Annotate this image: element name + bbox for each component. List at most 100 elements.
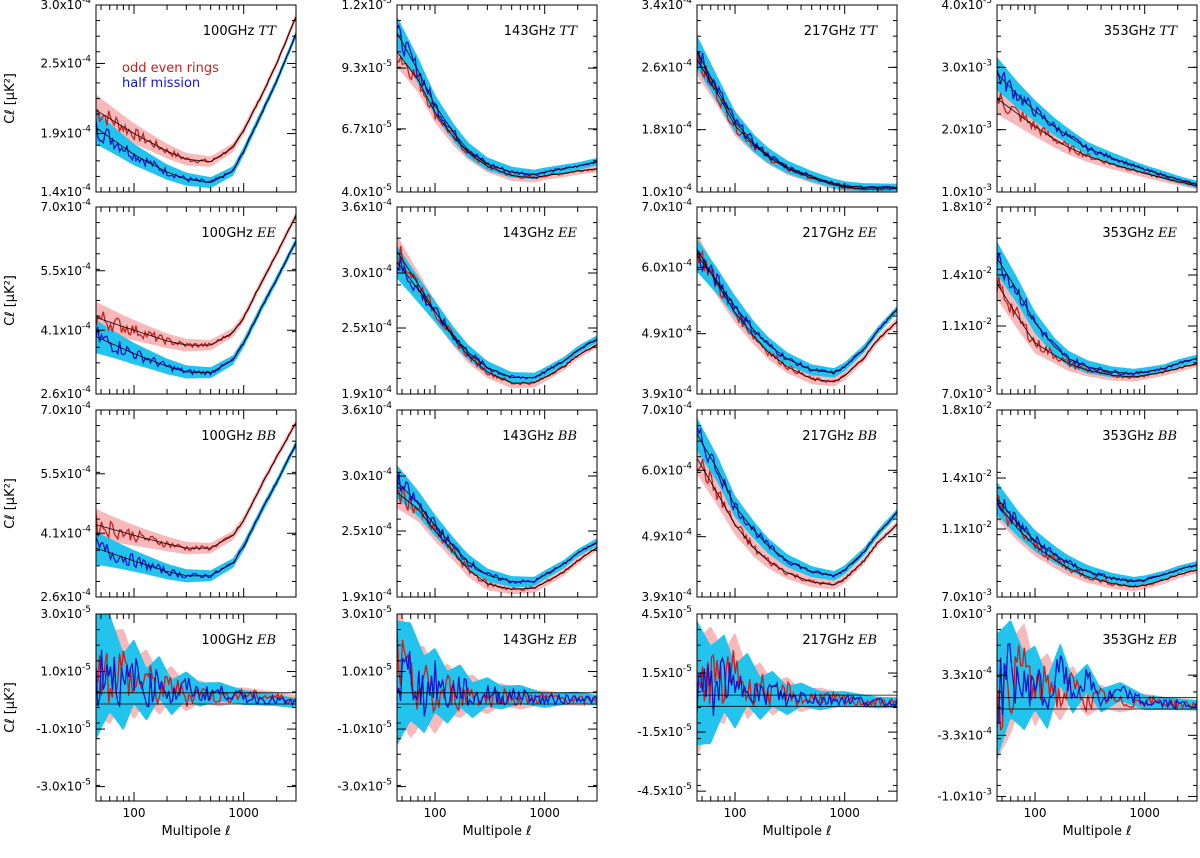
y-tick-label: -1.0x10-3	[937, 787, 992, 803]
legend-entry: odd even rings	[122, 61, 219, 76]
half-mission-line	[397, 472, 597, 584]
half-mission-line	[96, 33, 296, 183]
panel-title: 143GHz EE	[502, 226, 577, 241]
odd-even-band	[96, 212, 296, 352]
model-line-half-mission	[96, 443, 296, 577]
half-mission-band	[96, 237, 296, 379]
x-axis-label: Multipole ℓ	[1062, 824, 1131, 839]
y-tick-label: 2.6x10-4	[41, 588, 92, 604]
odd-even-band	[96, 419, 296, 555]
y-tick-label: 3.0x10-5	[342, 605, 392, 621]
y-tick-label: 1.9x10-4	[342, 588, 393, 604]
panel-143GHz-EB: 100 1000 Multipole ℓ -3.0x10-5 -1.0x10-5 1.0x…	[337, 605, 598, 839]
half-mission-band	[96, 30, 296, 189]
panel-100GHz-EB: 100 1000 Multipole ℓ -3.0x10-5 -1.0x10-5 1.0x…	[3, 605, 297, 839]
x-tick-label: 1000	[529, 806, 560, 820]
half-mission-band	[397, 620, 597, 746]
model-line-half-mission	[397, 481, 597, 582]
y-tick-label: 1.8x10-2	[942, 198, 992, 214]
y-tick-label: 4.9x10-4	[642, 325, 693, 341]
model-line-half-mission	[997, 498, 1197, 583]
y-tick-label: 1.9x10-4	[342, 385, 393, 401]
half-mission-band	[997, 56, 1197, 189]
y-tick-label: 2.0x10-3	[942, 121, 992, 137]
panel-143GHz-BB: 1.9x10-4 2.5x10-4 3.0x10-4 3.6x10-4 143GHz B…	[342, 401, 598, 604]
panel-title: 100GHz EB	[201, 633, 276, 648]
panel-title: 143GHz EB	[502, 633, 577, 648]
model-line-odd-even	[96, 422, 296, 549]
model-line-half-mission	[697, 255, 897, 374]
y-tick-label: 2.6x10-4	[41, 385, 92, 401]
x-tick-label: 100	[724, 806, 747, 820]
panel-title: 217GHz EB	[802, 633, 877, 648]
y-tick-label: 1.4x10-2	[942, 469, 992, 485]
y-tick-label: 2.5x10-4	[342, 319, 393, 335]
half-mission-line	[96, 649, 296, 708]
model-line-odd-even	[697, 458, 897, 586]
x-axis-label: Multipole ℓ	[161, 824, 230, 839]
y-tick-label: 4.1x10-4	[41, 321, 92, 337]
y-tick-label: 3.9x10-4	[642, 385, 693, 401]
y-tick-label: 6.0x10-4	[642, 258, 693, 274]
y-tick-label: 1.0x10-5	[41, 663, 91, 679]
model-line-half-mission	[96, 34, 296, 184]
y-axis-label: Cℓ [μK²]	[3, 478, 18, 529]
y-tick-label: 9.3x10-5	[342, 59, 392, 75]
half-mission-band	[697, 417, 897, 581]
y-tick-label: 4.0x10-3	[942, 0, 992, 12]
y-tick-label: -1.0x10-5	[36, 720, 91, 736]
y-tick-label: 2.5x10-4	[41, 54, 92, 70]
y-tick-label: 1.1x10-2	[942, 520, 992, 536]
panel-title: 217GHz BB	[802, 429, 877, 444]
panel-title: 217GHz TT	[804, 24, 879, 39]
model-line-odd-even	[96, 16, 296, 163]
x-axis-label: Multipole ℓ	[762, 824, 831, 839]
x-tick-label: 100	[1024, 806, 1047, 820]
y-tick-label: 4.5x10-5	[642, 605, 692, 621]
odd-even-band	[997, 267, 1197, 382]
y-tick-label: 4.0x10-5	[342, 183, 392, 199]
half-mission-band	[997, 620, 1197, 759]
panel-353GHz-BB: 7.0x10-3 1.1x10-2 1.4x10-2 1.8x10-2 353GHz B…	[942, 401, 1198, 604]
y-tick-label: -3.0x10-5	[36, 778, 91, 794]
y-axis-label: Cℓ [μK²]	[3, 682, 18, 733]
odd-even-line	[697, 51, 897, 191]
model-line-odd-even	[397, 492, 597, 590]
y-tick-label: 4.9x10-4	[642, 528, 693, 544]
odd-even-band	[96, 13, 296, 167]
model-line-half-mission	[397, 32, 597, 175]
y-tick-label: 1.8x10-4	[642, 121, 693, 137]
y-tick-label: 1.4x10-4	[41, 183, 92, 199]
y-tick-label: 3.0x10-4	[342, 264, 393, 280]
panel-title: 100GHz EE	[201, 226, 276, 241]
y-tick-label: 3.3x10-4	[942, 666, 993, 682]
odd-even-line	[96, 650, 296, 707]
y-tick-label: 4.1x10-4	[41, 524, 92, 540]
half-mission-band	[96, 614, 296, 741]
panel-143GHz-EE: 1.9x10-4 2.5x10-4 3.0x10-4 3.6x10-4 143GHz E…	[342, 198, 598, 401]
odd-even-line	[397, 54, 597, 180]
panel-353GHz-EB: 100 1000 Multipole ℓ -1.0x10-3 -3.3x10-4 3.3x…	[937, 605, 1198, 839]
y-tick-label: 3.0x10-5	[41, 605, 91, 621]
half-mission-line	[997, 642, 1197, 725]
panel-title: 353GHz TT	[1104, 24, 1179, 39]
half-mission-band	[397, 16, 597, 180]
x-tick-label: 100	[123, 806, 146, 820]
model-line-odd-even	[997, 503, 1197, 588]
model-line-odd-even	[997, 98, 1197, 187]
y-tick-label: 2.5x10-4	[342, 522, 393, 538]
model-line-odd-even	[997, 283, 1197, 378]
y-tick-label: 7.0x10-4	[642, 401, 693, 417]
model-line-odd-even	[96, 215, 296, 346]
panel-title: 143GHz BB	[502, 429, 577, 444]
y-tick-label: 1.4x10-2	[942, 266, 992, 282]
model-line-half-mission	[997, 73, 1197, 185]
y-tick-label: 3.9x10-4	[642, 588, 693, 604]
y-tick-label: 6.7x10-5	[342, 120, 392, 136]
x-axis-label: Multipole ℓ	[462, 824, 531, 839]
y-tick-label: 3.6x10-4	[342, 198, 393, 214]
y-tick-label: 1.2x10-5	[342, 0, 392, 12]
panel-353GHz-TT: 1.0x10-3 2.0x10-3 3.0x10-3 4.0x10-3 353GHz T…	[942, 0, 1198, 199]
y-tick-label: 3.6x10-4	[342, 401, 393, 417]
half-mission-band	[397, 464, 597, 588]
